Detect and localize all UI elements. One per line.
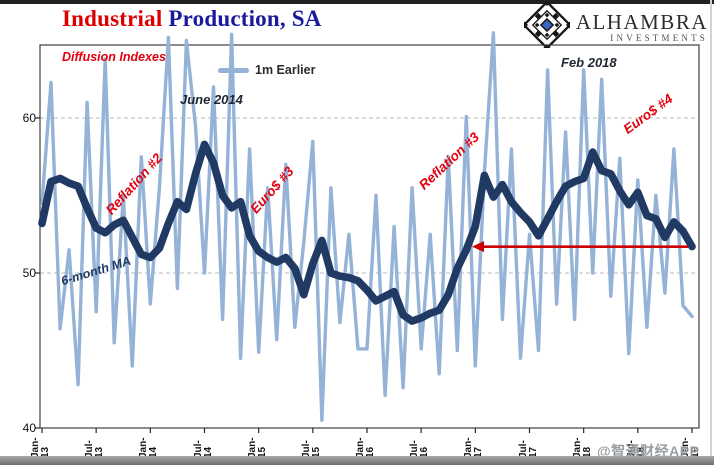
x-tick-label: Jan- 17 — [463, 437, 485, 458]
x-tick-label: Jan- 13 — [30, 437, 51, 458]
x-tick-label: Jul- 17 — [517, 440, 539, 458]
right-border-line — [710, 0, 712, 456]
x-tick-label: Jul- 14 — [192, 440, 214, 458]
x-tick-label: Jan- 18 — [571, 437, 593, 458]
title-rest: Production, SA — [162, 6, 322, 31]
x-tick-label: Jul- 16 — [409, 440, 431, 458]
y-tick-label: 60 — [22, 111, 36, 125]
x-tick-label: Jan- 15 — [246, 437, 268, 458]
annotation-feb-2018: Feb 2018 — [561, 55, 617, 70]
legend-line-swatch-icon — [218, 67, 249, 73]
top-border-strip — [0, 0, 714, 4]
x-tick-label: Jul- 15 — [300, 440, 322, 458]
logo-subtitle: INVESTMENTS — [610, 33, 708, 43]
watermark: @智通财经APP — [597, 443, 700, 459]
alhambra-logo: ALHAMBRA INVESTMENTS — [521, 0, 708, 53]
series-line-6-month-ma — [38, 140, 696, 325]
reference-arrow-head-icon — [472, 241, 484, 253]
page-title: Industrial Production, SA — [62, 6, 322, 32]
x-tick-label: Jan- 14 — [138, 437, 160, 458]
y-tick-label: 50 — [22, 266, 36, 280]
plot-border — [39, 44, 700, 429]
annotation-june-2014: June 2014 — [180, 92, 243, 107]
logo-text: ALHAMBRA INVESTMENTS — [576, 11, 708, 44]
bottom-gray-bar — [0, 456, 714, 465]
x-tick-label: Jan- 16 — [355, 437, 376, 458]
chart-corner-label: Diffusion Indexes — [62, 50, 166, 64]
y-tick-label: 40 — [22, 421, 36, 435]
x-tick-label: Jul- 13 — [84, 440, 106, 458]
logo-name: ALHAMBRA — [575, 10, 708, 34]
legend-label: 1m Earlier — [255, 63, 316, 77]
title-word-industrial: Industrial — [62, 6, 163, 31]
chart-legend: 1m Earlier — [218, 63, 315, 77]
series-line-1m-earlier — [40, 31, 694, 422]
